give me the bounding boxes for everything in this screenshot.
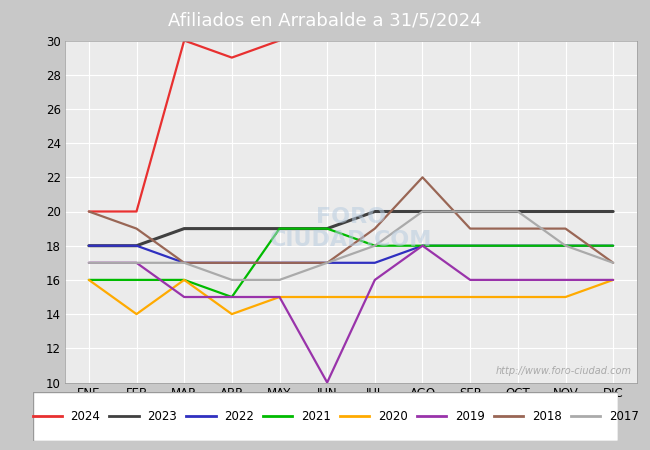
Text: 2021: 2021	[301, 410, 331, 423]
Text: 2020: 2020	[378, 410, 408, 423]
Text: Afiliados en Arrabalde a 31/5/2024: Afiliados en Arrabalde a 31/5/2024	[168, 11, 482, 29]
Text: 2018: 2018	[532, 410, 562, 423]
Text: http://www.foro-ciudad.com: http://www.foro-ciudad.com	[495, 366, 631, 376]
Text: 2024: 2024	[71, 410, 100, 423]
Text: FORO
CIUDAD.COM: FORO CIUDAD.COM	[270, 207, 432, 250]
Text: 2023: 2023	[148, 410, 177, 423]
Text: 2019: 2019	[455, 410, 485, 423]
Text: 2022: 2022	[224, 410, 254, 423]
Text: 2017: 2017	[608, 410, 638, 423]
